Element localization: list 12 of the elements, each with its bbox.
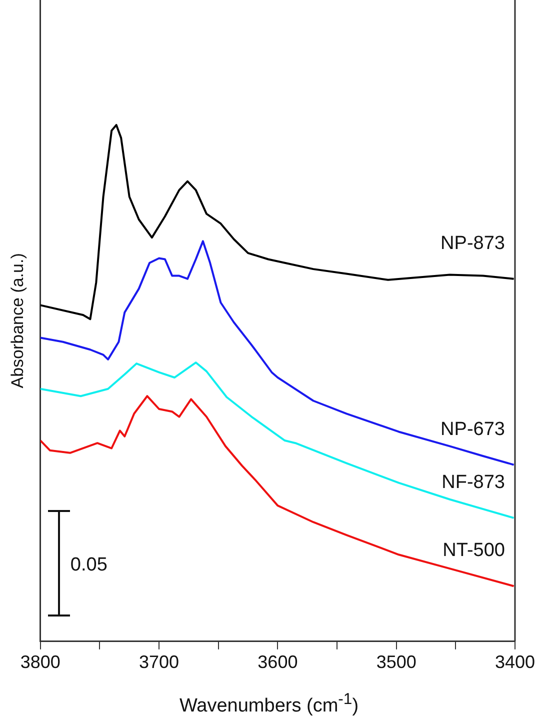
annotation: 0.05 xyxy=(70,554,108,576)
x-tick-label: 3600 xyxy=(258,652,298,672)
x-axis-title: Wavenumbers (cm$^{-1}$) xyxy=(178,690,360,717)
x-tick-label: 3500 xyxy=(376,652,416,672)
x-tick-label: 3700 xyxy=(139,652,180,672)
series-label: NP-873 xyxy=(440,232,505,254)
y-axis-title: Absorbance (a.u.) xyxy=(8,253,27,388)
series-label: NP-673 xyxy=(440,418,505,440)
series-label: NF-873 xyxy=(442,472,505,493)
x-tick-label: 3400 xyxy=(494,652,535,672)
series-label: NT-500 xyxy=(442,540,505,562)
x-tick-label: 3800 xyxy=(20,652,60,672)
